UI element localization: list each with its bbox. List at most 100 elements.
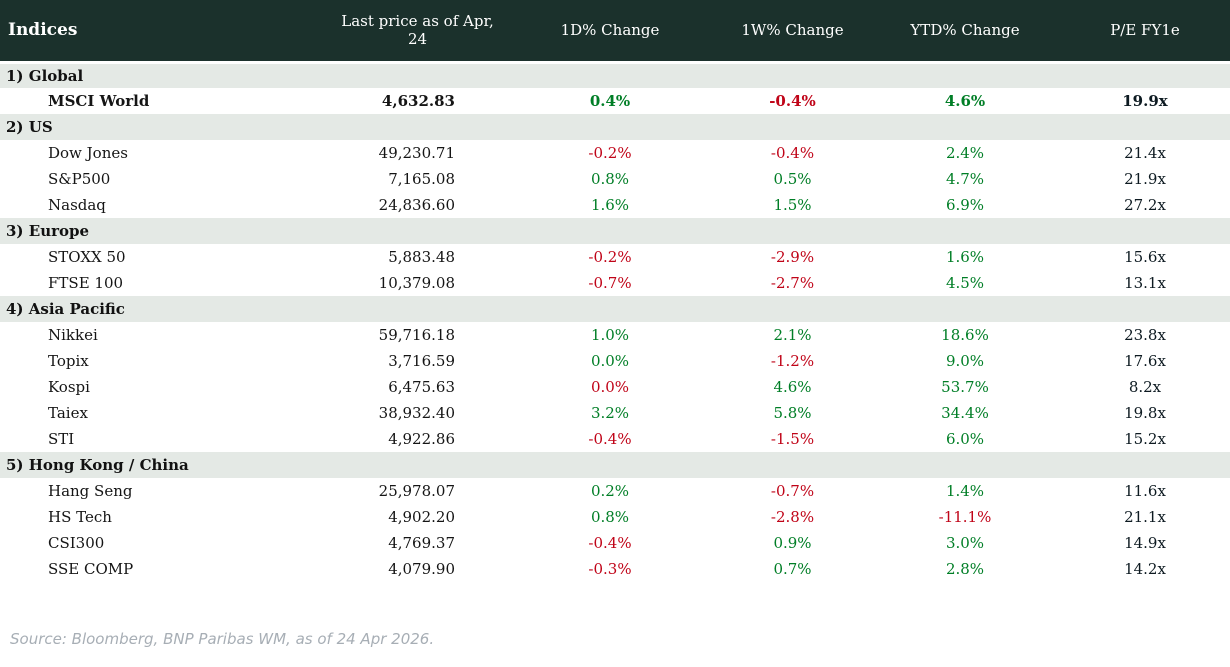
table-row: STOXX 50 5,883.48 -0.2% -2.9% 1.6% 15.6x <box>0 244 1230 270</box>
change-1d-cell: 0.8% <box>505 504 715 530</box>
index-name-cell: Topix <box>0 348 330 374</box>
table-row: SSE COMP 4,079.90 -0.3% 0.7% 2.8% 14.2x <box>0 556 1230 582</box>
section-label: 1) Global <box>0 62 1230 88</box>
pe-cell: 17.6x <box>1060 348 1230 374</box>
pe-cell: 21.9x <box>1060 166 1230 192</box>
index-name-cell: FTSE 100 <box>0 270 330 296</box>
indices-table: Indices Last price as of Apr, 24 1D% Cha… <box>0 0 1230 582</box>
last-price-cell: 10,379.08 <box>330 270 505 296</box>
change-ytd-cell: 18.6% <box>870 322 1060 348</box>
section-label: 5) Hong Kong / China <box>0 452 1230 478</box>
change-ytd-cell: 1.4% <box>870 478 1060 504</box>
table-row: Nikkei 59,716.18 1.0% 2.1% 18.6% 23.8x <box>0 322 1230 348</box>
table-row: Kospi 6,475.63 0.0% 4.6% 53.7% 8.2x <box>0 374 1230 400</box>
index-name-cell: Dow Jones <box>0 140 330 166</box>
last-price-cell: 25,978.07 <box>330 478 505 504</box>
change-ytd-cell: 2.4% <box>870 140 1060 166</box>
table-row: HS Tech 4,902.20 0.8% -2.8% -11.1% 21.1x <box>0 504 1230 530</box>
section-label: 3) Europe <box>0 218 1230 244</box>
change-ytd-cell: -11.1% <box>870 504 1060 530</box>
table-row: S&P500 7,165.08 0.8% 0.5% 4.7% 21.9x <box>0 166 1230 192</box>
pe-cell: 15.6x <box>1060 244 1230 270</box>
last-price-cell: 6,475.63 <box>330 374 505 400</box>
index-name-cell: MSCI World <box>0 88 330 114</box>
index-name-cell: Kospi <box>0 374 330 400</box>
change-1w-cell: 2.1% <box>715 322 870 348</box>
pe-cell: 14.9x <box>1060 530 1230 556</box>
header-row: Indices Last price as of Apr, 24 1D% Cha… <box>0 0 1230 64</box>
last-price-cell: 7,165.08 <box>330 166 505 192</box>
pe-cell: 15.2x <box>1060 426 1230 452</box>
change-1w-cell: 5.8% <box>715 400 870 426</box>
change-1w-cell: 0.9% <box>715 530 870 556</box>
table-header: Indices Last price as of Apr, 24 1D% Cha… <box>0 0 1230 64</box>
change-1d-cell: -0.7% <box>505 270 715 296</box>
last-price-cell: 49,230.71 <box>330 140 505 166</box>
section-label: 4) Asia Pacific <box>0 296 1230 322</box>
table-row: Nasdaq 24,836.60 1.6% 1.5% 6.9% 27.2x <box>0 192 1230 218</box>
change-ytd-cell: 9.0% <box>870 348 1060 374</box>
change-ytd-cell: 4.6% <box>870 88 1060 114</box>
change-1d-cell: 0.0% <box>505 374 715 400</box>
pe-cell: 21.4x <box>1060 140 1230 166</box>
table-row: STI 4,922.86 -0.4% -1.5% 6.0% 15.2x <box>0 426 1230 452</box>
index-name-cell: Nikkei <box>0 322 330 348</box>
column-header-ytd-change: YTD% Change <box>870 0 1060 64</box>
index-name-cell: STOXX 50 <box>0 244 330 270</box>
change-1d-cell: 0.0% <box>505 348 715 374</box>
last-price-cell: 4,079.90 <box>330 556 505 582</box>
change-1w-cell: 1.5% <box>715 192 870 218</box>
last-price-cell: 4,632.83 <box>330 88 505 114</box>
change-1w-cell: 4.6% <box>715 374 870 400</box>
pe-cell: 14.2x <box>1060 556 1230 582</box>
change-ytd-cell: 6.0% <box>870 426 1060 452</box>
change-1d-cell: -0.4% <box>505 530 715 556</box>
section-row: 5) Hong Kong / China <box>0 452 1230 478</box>
last-price-cell: 5,883.48 <box>330 244 505 270</box>
last-price-cell: 4,769.37 <box>330 530 505 556</box>
pe-cell: 8.2x <box>1060 374 1230 400</box>
pe-cell: 19.9x <box>1060 88 1230 114</box>
table-body: 1) Global MSCI World 4,632.83 0.4% -0.4% 4.6%… <box>0 62 1230 582</box>
change-1w-cell: -1.5% <box>715 426 870 452</box>
pe-cell: 13.1x <box>1060 270 1230 296</box>
pe-cell: 27.2x <box>1060 192 1230 218</box>
table-row: Taiex 38,932.40 3.2% 5.8% 34.4% 19.8x <box>0 400 1230 426</box>
section-row: 4) Asia Pacific <box>0 296 1230 322</box>
pe-cell: 23.8x <box>1060 322 1230 348</box>
table-row: MSCI World 4,632.83 0.4% -0.4% 4.6% 19.9x <box>0 88 1230 114</box>
index-name-cell: CSI300 <box>0 530 330 556</box>
index-name-cell: S&P500 <box>0 166 330 192</box>
change-ytd-cell: 6.9% <box>870 192 1060 218</box>
last-price-cell: 4,922.86 <box>330 426 505 452</box>
change-1d-cell: 3.2% <box>505 400 715 426</box>
index-name-cell: Hang Seng <box>0 478 330 504</box>
change-1w-cell: -2.8% <box>715 504 870 530</box>
column-header-1d-change: 1D% Change <box>505 0 715 64</box>
section-row: 2) US <box>0 114 1230 140</box>
last-price-cell: 24,836.60 <box>330 192 505 218</box>
section-label: 2) US <box>0 114 1230 140</box>
change-1w-cell: -2.7% <box>715 270 870 296</box>
table-row: Hang Seng 25,978.07 0.2% -0.7% 1.4% 11.6x <box>0 478 1230 504</box>
index-name-cell: Nasdaq <box>0 192 330 218</box>
change-ytd-cell: 1.6% <box>870 244 1060 270</box>
table-row: CSI300 4,769.37 -0.4% 0.9% 3.0% 14.9x <box>0 530 1230 556</box>
change-1w-cell: 0.7% <box>715 556 870 582</box>
index-name-cell: STI <box>0 426 330 452</box>
change-ytd-cell: 4.5% <box>870 270 1060 296</box>
change-1d-cell: 1.0% <box>505 322 715 348</box>
table-row: Topix 3,716.59 0.0% -1.2% 9.0% 17.6x <box>0 348 1230 374</box>
change-1d-cell: -0.2% <box>505 140 715 166</box>
last-price-cell: 4,902.20 <box>330 504 505 530</box>
change-ytd-cell: 53.7% <box>870 374 1060 400</box>
index-name-cell: HS Tech <box>0 504 330 530</box>
last-price-cell: 3,716.59 <box>330 348 505 374</box>
change-1d-cell: -0.3% <box>505 556 715 582</box>
change-1w-cell: -2.9% <box>715 244 870 270</box>
table-row: Dow Jones 49,230.71 -0.2% -0.4% 2.4% 21.4x <box>0 140 1230 166</box>
last-price-cell: 59,716.18 <box>330 322 505 348</box>
section-row: 3) Europe <box>0 218 1230 244</box>
change-1w-cell: -0.4% <box>715 140 870 166</box>
change-1d-cell: -0.4% <box>505 426 715 452</box>
